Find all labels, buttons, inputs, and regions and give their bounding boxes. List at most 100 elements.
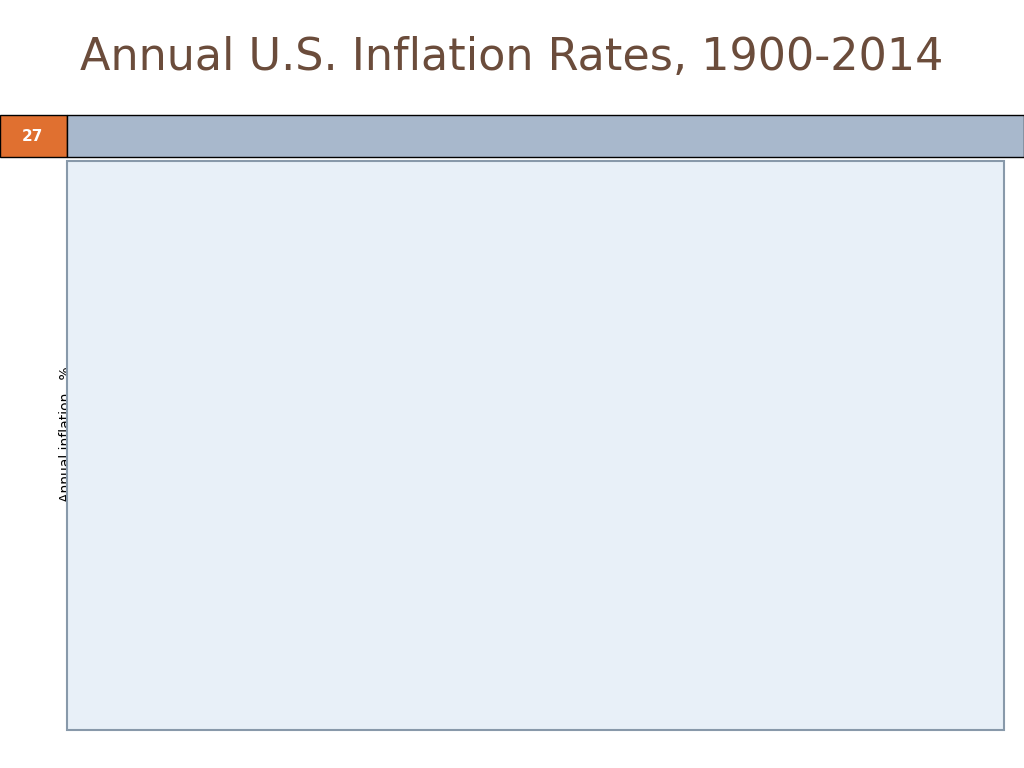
- Bar: [787, 429, 793, 495]
- Bar: [831, 458, 837, 495]
- Bar: [779, 436, 784, 495]
- Bar: [853, 468, 858, 495]
- Bar: [574, 482, 580, 495]
- Bar: [860, 453, 865, 495]
- Bar: [538, 476, 543, 495]
- Bar: [883, 467, 888, 495]
- Bar: [641, 425, 646, 495]
- Bar: [494, 482, 499, 495]
- Bar: [545, 453, 551, 495]
- Bar: [450, 474, 455, 495]
- Bar: [604, 475, 609, 495]
- Bar: [758, 472, 763, 495]
- Bar: [465, 392, 470, 495]
- Bar: [699, 402, 705, 495]
- Bar: [809, 458, 814, 495]
- Bar: [216, 470, 221, 495]
- Bar: [516, 486, 521, 495]
- Bar: [509, 472, 514, 495]
- Bar: [934, 475, 939, 495]
- Bar: [728, 419, 733, 495]
- Bar: [128, 480, 133, 495]
- Bar: [391, 476, 396, 495]
- Bar: [238, 482, 243, 495]
- Bar: [479, 381, 484, 495]
- Bar: [795, 444, 800, 495]
- Bar: [428, 434, 433, 495]
- Bar: [377, 457, 382, 495]
- FancyBboxPatch shape: [67, 115, 1024, 157]
- Bar: [816, 463, 821, 495]
- Bar: [347, 495, 352, 525]
- Bar: [948, 469, 953, 495]
- Bar: [597, 478, 602, 495]
- Bar: [648, 441, 653, 495]
- Bar: [311, 464, 316, 495]
- Bar: [611, 459, 616, 495]
- Bar: [736, 455, 741, 495]
- Bar: [823, 461, 828, 495]
- Bar: [867, 461, 872, 495]
- Bar: [846, 475, 851, 495]
- Bar: [333, 495, 338, 507]
- Bar: [618, 457, 624, 495]
- Bar: [150, 482, 155, 495]
- Bar: [142, 495, 147, 518]
- Bar: [354, 495, 359, 604]
- Bar: [743, 442, 749, 495]
- Bar: [442, 419, 447, 495]
- Text: Annual U.S. Inflation Rates, 1900-2014: Annual U.S. Inflation Rates, 1900-2014: [80, 36, 944, 79]
- Bar: [874, 475, 880, 495]
- Bar: [223, 469, 228, 495]
- Bar: [421, 486, 426, 495]
- Bar: [252, 284, 257, 495]
- FancyBboxPatch shape: [0, 115, 67, 157]
- Bar: [172, 470, 177, 495]
- Bar: [839, 467, 844, 495]
- Bar: [765, 449, 770, 495]
- Bar: [208, 482, 213, 495]
- Bar: [677, 384, 682, 495]
- Bar: [941, 455, 946, 495]
- Bar: [955, 476, 961, 495]
- Bar: [326, 495, 331, 518]
- Bar: [582, 482, 587, 495]
- Bar: [553, 461, 558, 495]
- Bar: [289, 495, 294, 569]
- Bar: [194, 482, 199, 495]
- Bar: [201, 458, 206, 495]
- Bar: [384, 468, 389, 495]
- Bar: [751, 452, 756, 495]
- Bar: [663, 419, 668, 495]
- Bar: [692, 415, 697, 495]
- Bar: [721, 370, 726, 495]
- Bar: [567, 474, 572, 495]
- Bar: [414, 495, 419, 511]
- Bar: [407, 495, 412, 520]
- Bar: [655, 455, 660, 495]
- Bar: [186, 495, 191, 512]
- Bar: [135, 480, 140, 495]
- Bar: [684, 425, 689, 495]
- Bar: [398, 451, 403, 495]
- Bar: [230, 482, 236, 495]
- Bar: [318, 495, 324, 507]
- Y-axis label: Annual inflation,  %: Annual inflation, %: [58, 366, 73, 502]
- Bar: [589, 478, 594, 495]
- Bar: [897, 453, 902, 495]
- Bar: [772, 445, 777, 495]
- Bar: [296, 472, 301, 495]
- Bar: [179, 440, 184, 495]
- Bar: [927, 495, 932, 499]
- Bar: [904, 455, 909, 495]
- Text: 27: 27: [23, 129, 43, 144]
- Bar: [963, 475, 968, 495]
- Bar: [707, 358, 712, 495]
- Bar: [259, 276, 264, 495]
- Bar: [523, 492, 528, 495]
- Bar: [274, 247, 280, 495]
- Bar: [486, 495, 492, 507]
- Bar: [560, 486, 565, 495]
- Bar: [890, 462, 895, 495]
- Bar: [626, 444, 631, 495]
